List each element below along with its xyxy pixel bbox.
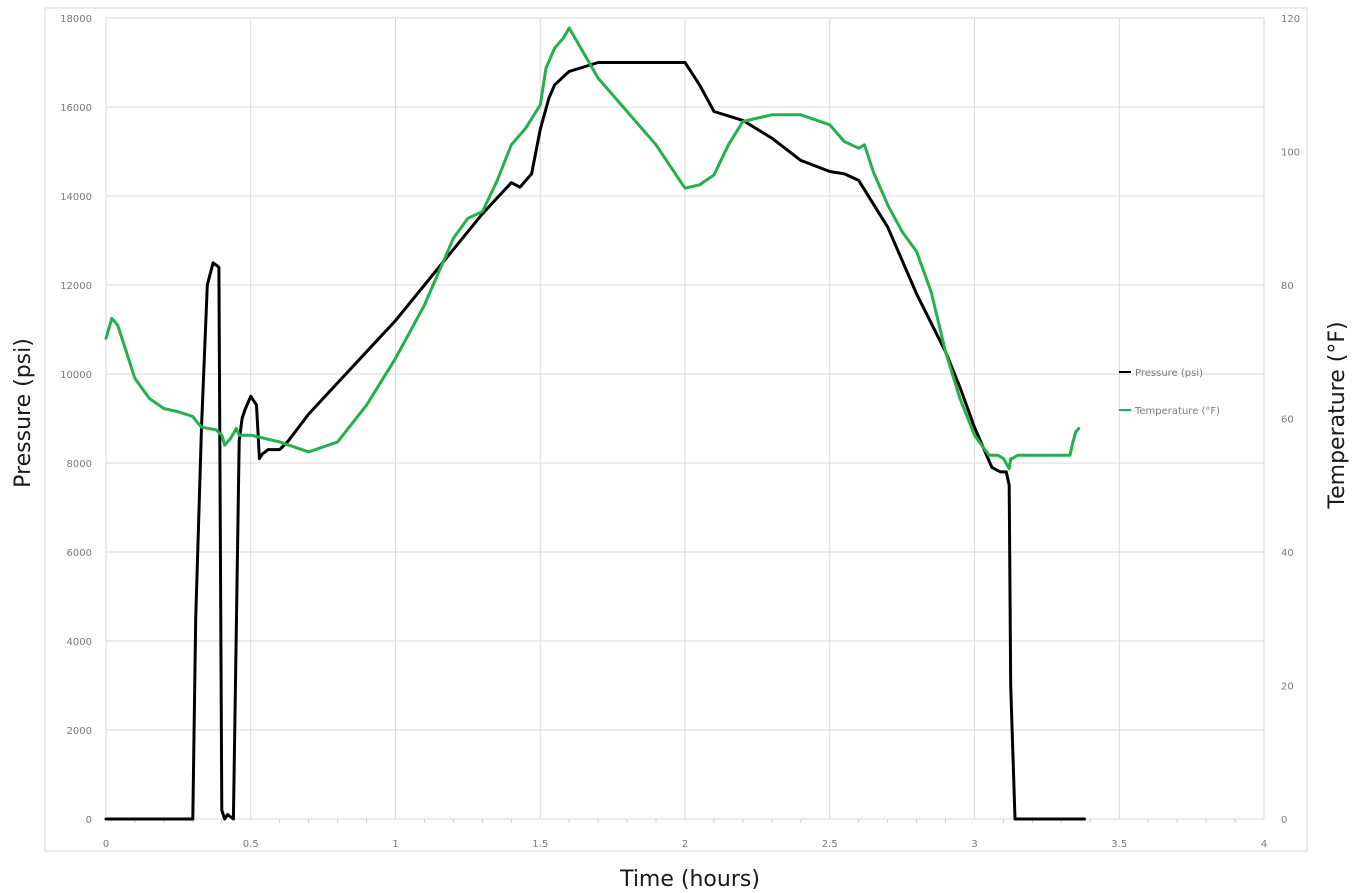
series-lines: [104, 26, 1086, 821]
y2-tick-label: 0: [1281, 815, 1287, 826]
y-tick-label: 18000: [60, 14, 92, 25]
y2-tick-label: 20: [1281, 682, 1294, 693]
x-tick-label: 3.5: [1111, 839, 1127, 850]
y-tick-label: 10000: [60, 370, 92, 381]
legend-label: Temperature (°F): [1134, 406, 1220, 417]
x-tick-label: 2.5: [822, 839, 838, 850]
legend-label: Pressure (psi): [1135, 368, 1203, 379]
y-tick-label: 2000: [67, 726, 92, 737]
y-tick-label: 8000: [67, 459, 92, 470]
y2-tick-label: 60: [1281, 415, 1294, 426]
y2-tick-label: 80: [1281, 281, 1294, 292]
y2-tick-label: 120: [1281, 14, 1300, 25]
x-tick-label: 4: [1261, 839, 1267, 850]
temperature-series-line: [104, 26, 1081, 471]
y-axis-title: Pressure (psi): [11, 338, 36, 488]
x-tick-label: 1.5: [532, 839, 548, 850]
y-tick-label: 6000: [67, 548, 92, 559]
y2-axis-title: Temperature (°F): [1325, 321, 1350, 509]
y2-tick-label: 40: [1281, 548, 1294, 559]
plot-area-border: [44, 7, 1308, 852]
x-tick-label: 3: [971, 839, 977, 850]
y-tick-label: 14000: [60, 192, 92, 203]
y-tick-label: 16000: [60, 103, 92, 114]
x-tick-label: 2: [682, 839, 688, 850]
tick-labels: 0200040006000800010000120001400016000180…: [60, 14, 1300, 850]
pressure-series-line: [104, 61, 1086, 821]
x-tick-label: 1: [392, 839, 398, 850]
y-tick-label: 4000: [67, 637, 92, 648]
y-tick-label: 0: [86, 815, 92, 826]
y2-tick-label: 100: [1281, 148, 1300, 159]
legend: Pressure (psi) Temperature (°F): [1119, 368, 1220, 417]
x-tick-label: 0: [103, 839, 109, 850]
x-axis-title: Time (hours): [619, 867, 760, 892]
y-tick-label: 12000: [60, 281, 92, 292]
x-tick-label: 0.5: [243, 839, 259, 850]
